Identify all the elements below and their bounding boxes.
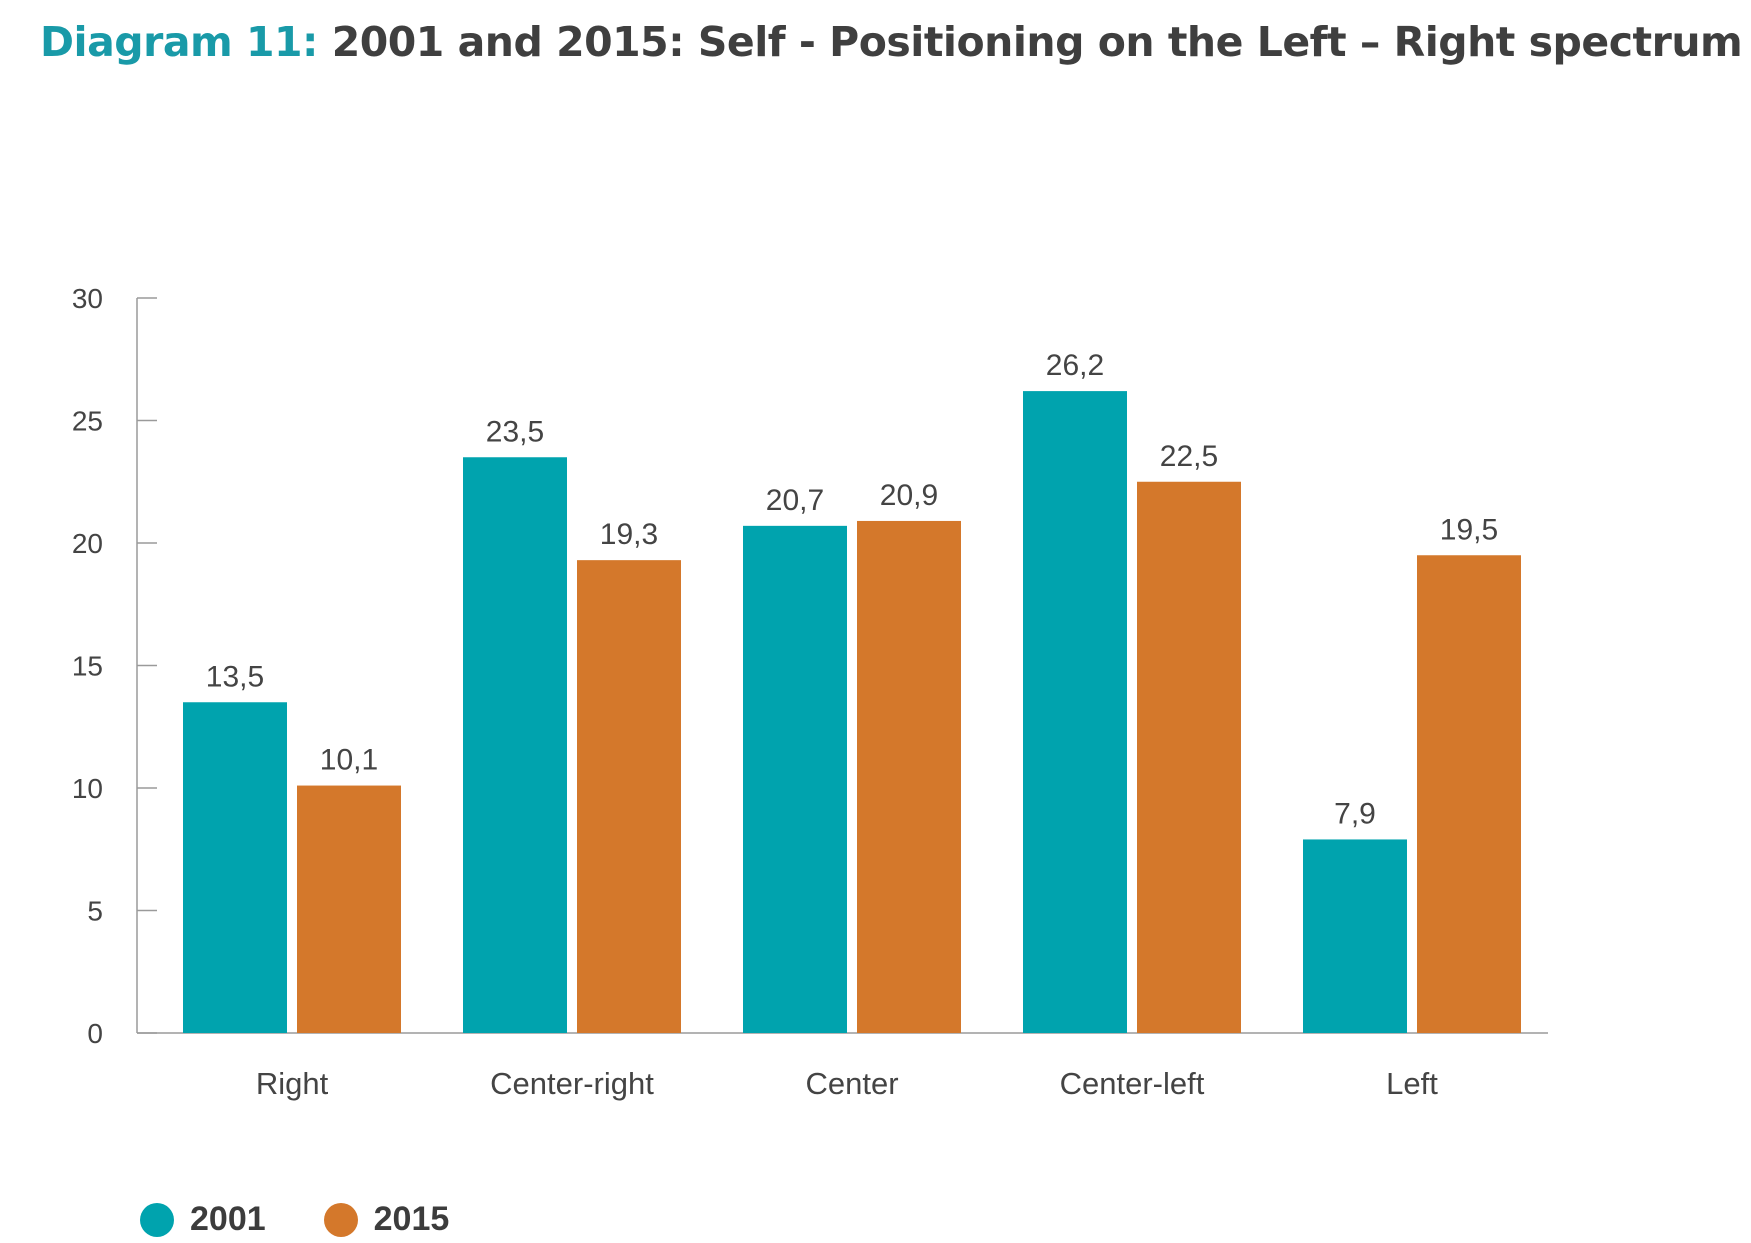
legend-item-2015: 2015 bbox=[323, 1200, 450, 1239]
chart-title-prefix: Diagram 11: bbox=[40, 18, 318, 66]
y-tick-label-5: 5 bbox=[87, 896, 103, 927]
x-tick-label-center-left: Center-left bbox=[1060, 1066, 1205, 1101]
y-tick-label-20: 20 bbox=[72, 528, 103, 559]
value-label-2001-right: 13,5 bbox=[206, 660, 264, 693]
x-tick-label-center-right: Center-right bbox=[490, 1066, 654, 1101]
bar-2015-center-left bbox=[1137, 481, 1241, 1033]
y-tick-label-0: 0 bbox=[87, 1018, 103, 1049]
value-label-2015-left: 19,5 bbox=[1440, 513, 1498, 546]
legend-swatch-2001 bbox=[140, 1202, 174, 1237]
value-label-2015-right: 10,1 bbox=[320, 744, 378, 777]
bar-2015-center-right bbox=[577, 560, 681, 1033]
value-label-2001-center-left: 26,2 bbox=[1046, 349, 1104, 382]
bar-2015-center bbox=[857, 520, 961, 1033]
legend-item-2001: 2001 bbox=[140, 1200, 266, 1239]
value-label-2015-center-left: 22,5 bbox=[1160, 440, 1218, 473]
y-tick-label-30: 30 bbox=[72, 283, 103, 314]
x-tick-label-center: Center bbox=[805, 1066, 898, 1101]
legend-label-2015: 2015 bbox=[373, 1200, 450, 1238]
value-label-2001-left: 7,9 bbox=[1334, 797, 1376, 830]
value-label-2015-center: 20,9 bbox=[880, 479, 938, 512]
y-tick-label-15: 15 bbox=[72, 651, 103, 682]
bar-2001-center bbox=[743, 525, 847, 1033]
bar-2001-center-left bbox=[1023, 391, 1127, 1034]
chart-legend: 2001 2015 bbox=[140, 1200, 449, 1239]
value-label-2001-center: 20,7 bbox=[766, 484, 824, 517]
value-label-2001-center-right: 23,5 bbox=[486, 415, 544, 448]
bar-2015-left bbox=[1417, 555, 1521, 1033]
bar-2015-right bbox=[297, 785, 401, 1033]
bar-2001-left bbox=[1303, 839, 1407, 1033]
value-label-2015-center-right: 19,3 bbox=[600, 518, 658, 551]
bar-2001-right bbox=[183, 702, 287, 1033]
chart-title-text: 2001 and 2015: Self - Positioning on the… bbox=[331, 18, 1743, 66]
legend-swatch-2015 bbox=[323, 1202, 358, 1237]
chart-title: Diagram 11: 2001 and 2015: Self - Positi… bbox=[40, 18, 1743, 66]
y-tick-label-25: 25 bbox=[72, 406, 103, 437]
bar-2001-center-right bbox=[463, 457, 567, 1033]
x-tick-label-left: Left bbox=[1386, 1066, 1438, 1101]
y-tick-label-10: 10 bbox=[72, 773, 103, 804]
legend-label-2001: 2001 bbox=[190, 1200, 266, 1238]
x-tick-label-right: Right bbox=[256, 1066, 329, 1101]
